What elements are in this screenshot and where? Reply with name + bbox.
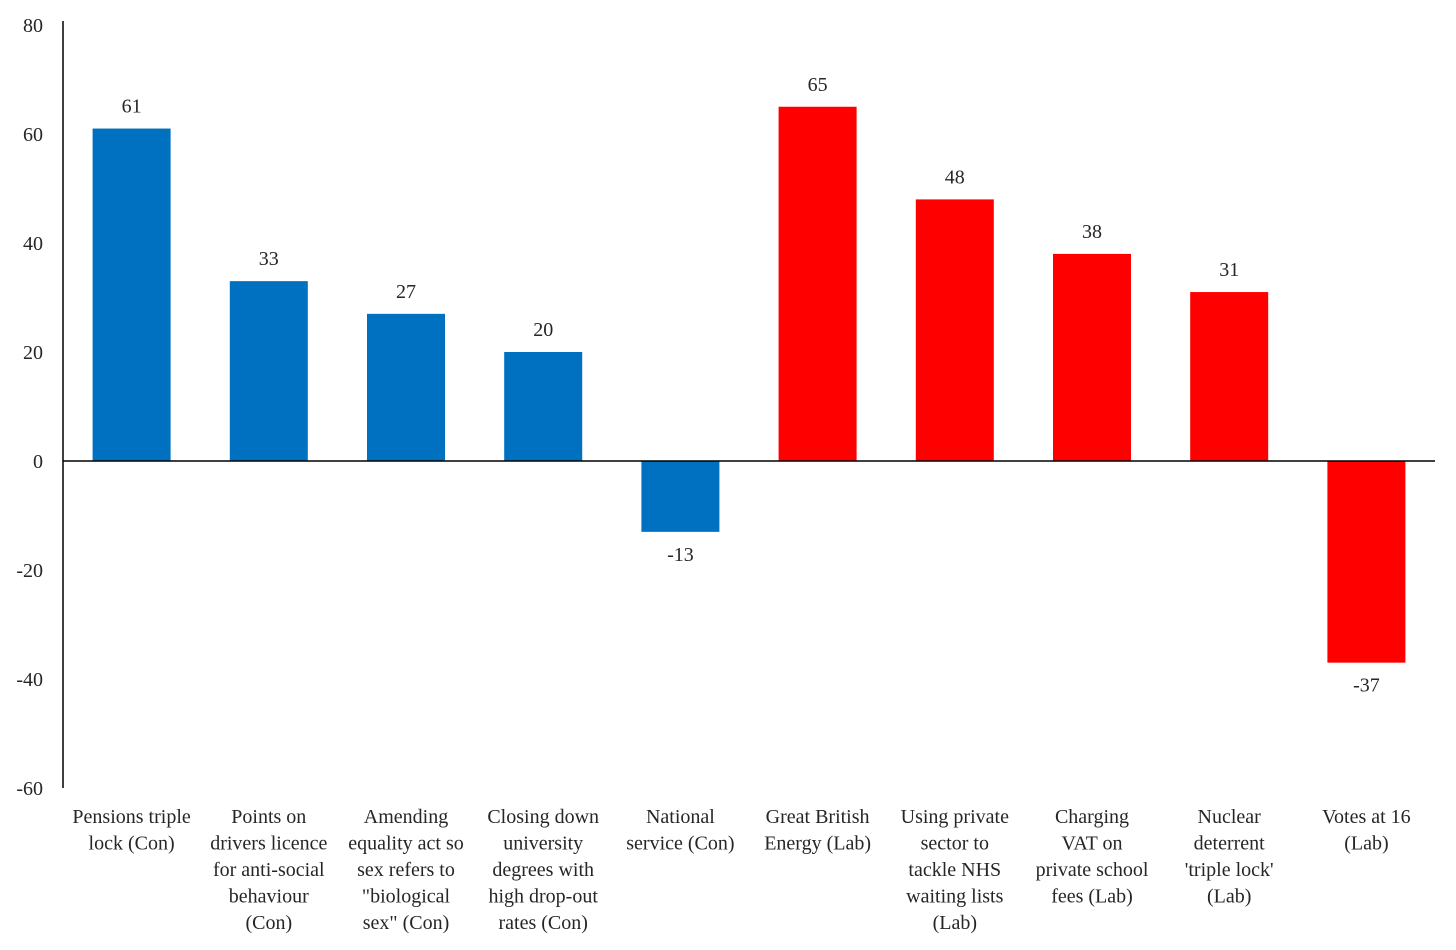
x-category-label: sex" (Con)	[363, 912, 449, 934]
bars	[92, 106, 1406, 663]
x-category-label: (Lab)	[1344, 833, 1388, 855]
x-category-label: drivers licence	[210, 833, 327, 855]
data-label: 38	[1082, 221, 1102, 243]
data-label: 61	[122, 96, 142, 118]
x-category-label: for anti-social	[213, 859, 325, 881]
x-category-label: (Lab)	[1207, 886, 1251, 908]
y-tick-label: 40	[23, 233, 43, 255]
x-category-label: high drop-out	[488, 886, 598, 908]
x-category-label: degrees with	[492, 859, 594, 881]
y-tick-label: 20	[23, 342, 43, 364]
y-tick-label: -60	[16, 778, 43, 800]
x-category-label: Nuclear	[1198, 806, 1262, 828]
x-category-label: National	[646, 806, 715, 828]
x-category-label: Energy (Lab)	[764, 833, 871, 855]
x-category-label: private school	[1036, 859, 1149, 881]
x-category-label: fees (Lab)	[1051, 886, 1133, 908]
x-category-label: Amending	[364, 806, 448, 828]
y-tick-label: -40	[16, 669, 43, 691]
bar	[1327, 461, 1406, 663]
x-category-label: waiting lists	[906, 886, 1003, 908]
data-label: 33	[259, 248, 279, 270]
bar	[92, 128, 171, 462]
data-label: -37	[1353, 675, 1380, 697]
x-category-label: Great British	[766, 806, 870, 828]
x-category-label: Charging	[1055, 806, 1129, 828]
x-category-label: VAT on	[1062, 833, 1123, 855]
x-category-label: Votes at 16	[1322, 806, 1411, 828]
data-label: 27	[396, 281, 416, 303]
x-category-label: behaviour	[229, 886, 309, 908]
x-category-label: rates (Con)	[498, 912, 587, 934]
x-category-label: Using private	[901, 806, 1009, 828]
data-label: -13	[667, 544, 694, 566]
x-category-label: deterrent	[1194, 833, 1266, 855]
y-tick-label: 60	[23, 124, 43, 146]
y-axis-tick-labels: 80 60 40 20 0 -20 -40 -60	[16, 15, 43, 800]
x-category-label: (Lab)	[933, 912, 977, 934]
bar	[1053, 253, 1131, 461]
x-category-label: Pensions triple	[72, 806, 190, 828]
x-category-label: sector to	[921, 833, 989, 855]
bar	[367, 313, 445, 461]
bar	[915, 199, 994, 461]
x-category-label: "biological	[362, 886, 451, 908]
bar	[641, 461, 720, 532]
x-category-label: Points on	[231, 806, 306, 828]
y-tick-label: -20	[16, 560, 43, 582]
x-category-label: 'triple lock'	[1185, 859, 1274, 881]
x-category-label: tackle NHS	[908, 859, 1001, 881]
bar	[504, 352, 583, 461]
x-category-label: (Con)	[245, 912, 292, 934]
bar	[1190, 292, 1269, 461]
data-label: 20	[533, 319, 553, 341]
bar	[778, 106, 857, 461]
x-category-label: service (Con)	[626, 833, 734, 855]
x-category-label: lock (Con)	[89, 833, 175, 855]
x-category-label: university	[503, 833, 583, 855]
x-axis-category-labels: Pensions triple lock (Con) Points on driver…	[72, 806, 1410, 934]
data-label: 31	[1219, 259, 1239, 281]
data-labels: 61 33 27 20 -13 65 48 38 31 -37	[122, 74, 1380, 697]
y-tick-label: 0	[33, 451, 43, 473]
data-label: 48	[945, 166, 965, 188]
y-tick-label: 80	[23, 15, 43, 37]
x-category-label: equality act so	[348, 833, 464, 855]
x-category-label: sex refers to	[357, 859, 455, 881]
x-category-label: Closing down	[487, 806, 599, 828]
data-label: 65	[808, 74, 828, 96]
bar	[229, 281, 308, 461]
